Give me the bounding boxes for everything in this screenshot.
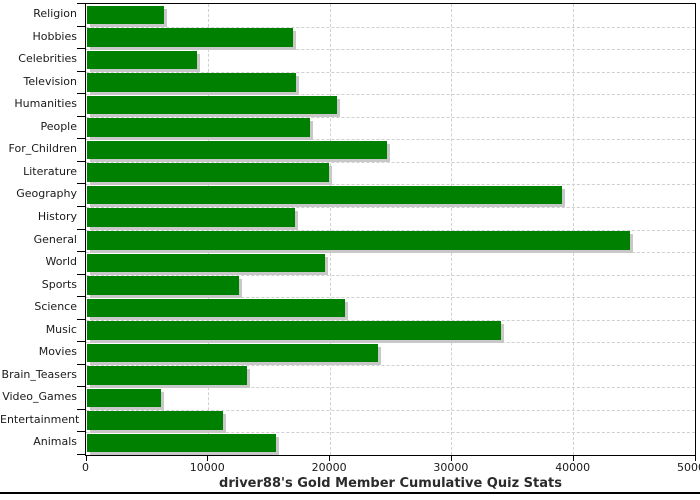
gridline-horizontal: [86, 184, 695, 186]
x-tick-label: 50000: [677, 461, 700, 474]
gridline-horizontal: [86, 116, 695, 118]
bar: [87, 5, 164, 25]
x-axis-tick: [329, 456, 331, 461]
bar: [87, 298, 346, 318]
y-axis-tick: [77, 160, 85, 162]
category-label: Entertainment: [0, 412, 80, 426]
bar: [87, 163, 330, 182]
x-axis-tick: [450, 456, 452, 461]
y-axis-tick: [77, 93, 85, 95]
y-axis-tick: [77, 115, 85, 117]
gridline-horizontal: [86, 94, 695, 96]
gridline-horizontal: [86, 252, 695, 254]
category-label: Video_Games: [2, 390, 77, 404]
bar: [87, 253, 325, 273]
category-label: Hobbies: [32, 29, 77, 43]
gridline-horizontal: [86, 139, 695, 141]
category-label: Science: [34, 300, 77, 314]
bottom-rule: [0, 492, 700, 494]
y-axis-tick: [77, 386, 85, 388]
x-axis-tick: [85, 456, 87, 461]
bar: [87, 388, 162, 408]
y-axis-tick: [77, 183, 85, 185]
bar: [87, 433, 276, 453]
category-label: Geography: [16, 187, 77, 201]
gridline-horizontal: [86, 387, 695, 389]
y-axis-tick: [77, 3, 85, 4]
bar: [87, 28, 293, 47]
category-label: People: [40, 119, 77, 133]
x-tick-label: 10000: [189, 461, 225, 474]
category-label: General: [33, 232, 77, 246]
bar: [87, 411, 224, 430]
gridline-horizontal: [86, 432, 695, 434]
y-axis-tick: [77, 363, 85, 365]
y-axis-tick: [77, 25, 85, 27]
category-label: Movies: [38, 345, 77, 359]
y-axis-tick: [77, 341, 85, 343]
y-axis-tick: [77, 431, 85, 433]
y-axis-tick: [77, 296, 85, 298]
chart-title: driver88's Gold Member Cumulative Quiz S…: [219, 476, 562, 491]
category-label: Literature: [23, 164, 77, 178]
category-label: For_Children: [8, 142, 77, 156]
gridline-horizontal: [86, 274, 695, 276]
x-tick-label: 20000: [311, 461, 347, 474]
gridline-horizontal: [86, 26, 695, 28]
category-label: Humanities: [14, 97, 77, 111]
y-axis-tick: [77, 70, 85, 72]
gridline-horizontal: [86, 409, 695, 411]
y-axis-tick: [77, 228, 85, 230]
gridline-horizontal: [86, 342, 695, 344]
gridline-horizontal: [86, 161, 695, 163]
bar: [87, 95, 337, 115]
category-label: Celebrities: [18, 52, 77, 66]
gridline-horizontal: [86, 364, 695, 366]
x-tick-label: 40000: [555, 461, 591, 474]
bar: [87, 366, 247, 385]
x-axis-tick: [207, 456, 209, 461]
gridline-horizontal: [86, 229, 695, 231]
category-label: Brain_Teasers: [1, 367, 77, 381]
x-tick-label: 30000: [433, 461, 469, 474]
y-axis-tick: [77, 138, 85, 140]
y-axis-tick: [77, 273, 85, 275]
gridline-horizontal: [86, 297, 695, 299]
y-axis-tick: [77, 251, 85, 253]
bar: [87, 118, 310, 137]
category-label: World: [45, 255, 77, 269]
y-axis-tick: [77, 205, 85, 207]
category-label: Television: [23, 74, 78, 88]
gridline-horizontal: [86, 71, 695, 73]
gridline-horizontal: [86, 319, 695, 321]
bar: [87, 50, 197, 70]
bar: [87, 231, 631, 250]
bar: [87, 343, 379, 363]
category-label: Animals: [33, 435, 77, 449]
x-tick-label: 0: [82, 461, 89, 474]
y-axis-tick: [77, 408, 85, 410]
gridline-horizontal: [86, 206, 695, 208]
category-label: Music: [45, 322, 77, 336]
bar: [87, 276, 240, 295]
x-axis-tick: [572, 456, 574, 461]
category-label: History: [37, 209, 77, 223]
bar: [87, 208, 296, 227]
y-axis-tick: [77, 454, 85, 455]
y-axis-tick: [77, 48, 85, 50]
gridline-horizontal: [86, 49, 695, 51]
bar: [87, 73, 297, 92]
bar: [87, 185, 563, 205]
y-axis-tick: [77, 318, 85, 320]
category-label: Sports: [41, 277, 77, 291]
category-label: Religion: [33, 7, 77, 20]
plot-area: [85, 3, 696, 456]
bar: [87, 140, 387, 160]
bar: [87, 321, 502, 340]
x-axis-tick: [694, 456, 696, 461]
